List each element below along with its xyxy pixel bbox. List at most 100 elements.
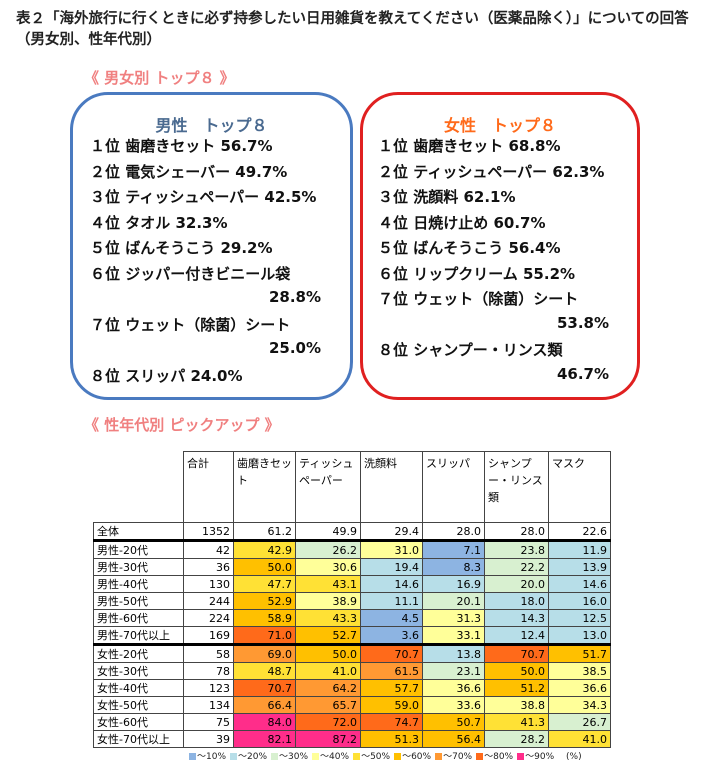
- table-cell: 8.3: [422, 558, 485, 576]
- table-cell: 33.1: [422, 626, 485, 645]
- legend-label: ～30%: [279, 752, 309, 762]
- table-row: 女性-60代 75 84.0 72.0 74.7 50.7 41.3 26.7: [93, 713, 611, 731]
- table-cell: 28.2: [484, 730, 549, 748]
- section-heading-age: 《 性年代別 ピックアップ 》: [84, 416, 280, 434]
- column-header: 歯磨きセット: [233, 451, 296, 523]
- table-cell: 69.0: [233, 643, 296, 663]
- table-row: 女性-20代 58 69.0 50.0 70.7 13.8 70.7 51.7: [93, 643, 611, 663]
- female-rank-item: ６位 リップクリーム 55.2%: [378, 264, 576, 283]
- table-cell: 28.0: [422, 522, 485, 541]
- table-cell: 12.5: [548, 609, 611, 627]
- legend-swatch: [476, 753, 484, 760]
- table-cell: 11.1: [360, 592, 423, 610]
- legend-label: ～10%: [197, 752, 227, 762]
- female-rank-item: ８位 シャンプー・リンス類: [378, 341, 563, 359]
- female-rank-item: ５位 ばんそうこう 56.4%: [378, 239, 561, 257]
- female-rank-item: ７位 ウェット（除菌）シート: [378, 290, 579, 308]
- table-cell: 58.9: [233, 609, 296, 627]
- table-cell: 43.3: [295, 609, 361, 627]
- table-cell: 11.9: [548, 539, 611, 559]
- row-label: 女性-60代: [93, 713, 184, 731]
- row-label: 男性-20代: [93, 539, 184, 559]
- table-cell: 61.5: [360, 662, 423, 680]
- female-rank-item: ２位 ティッシュペーパー 62.3%: [378, 162, 605, 181]
- legend-label: ～80%: [484, 752, 514, 762]
- table-cell: 51.2: [484, 679, 549, 697]
- table-cell: 82.1: [233, 730, 296, 748]
- row-label: 女性-30代: [93, 662, 184, 680]
- table-cell: 56.4: [422, 730, 485, 748]
- column-header: ティッシュペーパー: [295, 451, 361, 523]
- legend-swatch: [271, 753, 279, 760]
- section-heading-gender: 《 男女別 トップ８ 》: [84, 69, 235, 87]
- table-corner: [93, 451, 184, 523]
- legend-swatch: [189, 753, 196, 760]
- table-row: 男性-70代以上 169 71.0 52.7 3.6 33.1 12.4 13.0: [93, 626, 611, 645]
- row-total: 1352: [183, 522, 234, 541]
- table-cell: 34.3: [548, 696, 611, 714]
- table-cell: 51.3: [360, 730, 423, 748]
- table-cell: 22.2: [484, 558, 549, 576]
- table-cell: 66.4: [233, 696, 296, 714]
- female-heading: 女性 トップ８: [443, 116, 556, 135]
- table-cell: 31.0: [360, 539, 423, 559]
- table-cell: 26.7: [548, 713, 611, 731]
- table-cell: 26.2: [295, 539, 361, 559]
- legend-label: ～70%: [443, 752, 473, 762]
- male-heading: 男性 トップ８: [155, 116, 268, 135]
- table-cell: 20.0: [484, 575, 549, 593]
- row-total: 58: [183, 643, 234, 663]
- male-rank-item: ２位 電気シェーバー 49.7%: [90, 162, 288, 181]
- color-legend: ～10% ～20% ～30% ～40% ～50% ～60% ～70% ～80% ～90% (%): [185, 749, 582, 762]
- table-cell: 7.1: [422, 539, 485, 559]
- row-label: 男性-40代: [93, 575, 184, 593]
- male-rank-item: ３位 ティッシュペーパー 42.5%: [90, 188, 317, 206]
- table-cell: 74.7: [360, 713, 423, 731]
- table-cell: 28.0: [484, 522, 549, 541]
- row-label: 男性-50代: [93, 592, 184, 610]
- female-top8-box: 女性 トップ８: [360, 92, 640, 400]
- table-row: 男性-40代 130 47.7 43.1 14.6 16.9 20.0 14.6: [93, 575, 611, 593]
- female-rank-item: ４位 日焼け止め 60.7%: [378, 213, 546, 232]
- row-total: 244: [183, 592, 234, 610]
- table-cell: 87.2: [295, 730, 361, 748]
- row-total: 42: [183, 539, 234, 559]
- legend-label: ～90%: [525, 752, 555, 762]
- legend-swatch: [394, 753, 402, 760]
- table-row: 男性-50代 244 52.9 38.9 11.1 20.1 18.0 16.0: [93, 592, 611, 610]
- column-header: マスク: [548, 451, 611, 523]
- table-cell: 50.0: [295, 643, 361, 663]
- table-cell: 3.6: [360, 626, 423, 645]
- row-label: 男性-70代以上: [93, 626, 184, 645]
- legend-unit: (%): [554, 752, 582, 762]
- female-rank-value: 53.8%: [556, 313, 609, 332]
- male-top8-box: 男性 トップ８: [70, 92, 353, 400]
- table-cell: 49.9: [295, 522, 361, 541]
- row-label: 女性-50代: [93, 696, 184, 714]
- legend-label: ～40%: [320, 752, 350, 762]
- table-cell: 42.9: [233, 539, 296, 559]
- table-cell: 16.9: [422, 575, 485, 593]
- table-cell: 33.6: [422, 696, 485, 714]
- female-rank-item: １位 歯磨きセット 68.8%: [378, 137, 561, 155]
- column-header: シャンプー・リンス類: [484, 451, 549, 523]
- legend-swatch: [517, 753, 525, 760]
- table-row: 女性-70代以上 39 82.1 87.2 51.3 56.4 28.2 41.0: [93, 730, 611, 748]
- table-cell: 51.7: [548, 643, 611, 663]
- table-cell: 38.9: [295, 592, 361, 610]
- row-label: 全体: [93, 522, 184, 541]
- row-label: 男性-60代: [93, 609, 184, 627]
- row-label: 女性-40代: [93, 679, 184, 697]
- table-cell: 50.7: [422, 713, 485, 731]
- legend-swatch: [230, 753, 238, 760]
- table-cell: 38.5: [548, 662, 611, 680]
- column-header: スリッパ: [422, 451, 485, 523]
- legend-swatch: [353, 753, 361, 760]
- male-rank-value: 25.0%: [268, 339, 321, 357]
- male-rank-item: ４位 タオル 32.3%: [90, 213, 228, 232]
- table-row: 女性-30代 78 48.7 41.0 61.5 23.1 50.0 38.5: [93, 662, 611, 680]
- table-cell: 41.0: [295, 662, 361, 680]
- male-rank-item: ６位 ジッパー付きビニール袋: [90, 264, 291, 283]
- table-cell: 52.7: [295, 626, 361, 645]
- female-rank-item: ３位 洗顔料 62.1%: [378, 188, 516, 206]
